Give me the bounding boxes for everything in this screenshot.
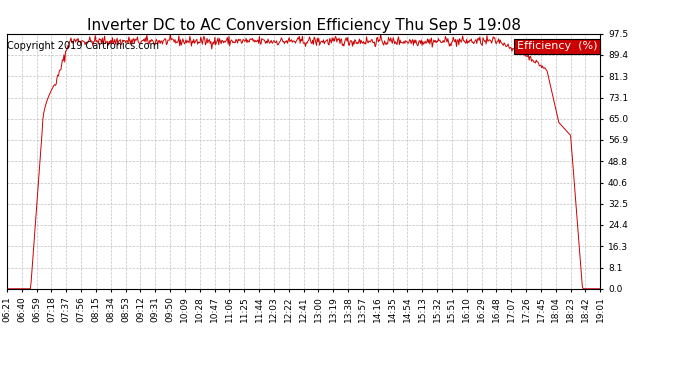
- Title: Inverter DC to AC Conversion Efficiency Thu Sep 5 19:08: Inverter DC to AC Conversion Efficiency …: [87, 18, 520, 33]
- Text: Copyright 2019 Cartronics.com: Copyright 2019 Cartronics.com: [8, 41, 159, 51]
- Text: Efficiency  (%): Efficiency (%): [517, 41, 598, 51]
